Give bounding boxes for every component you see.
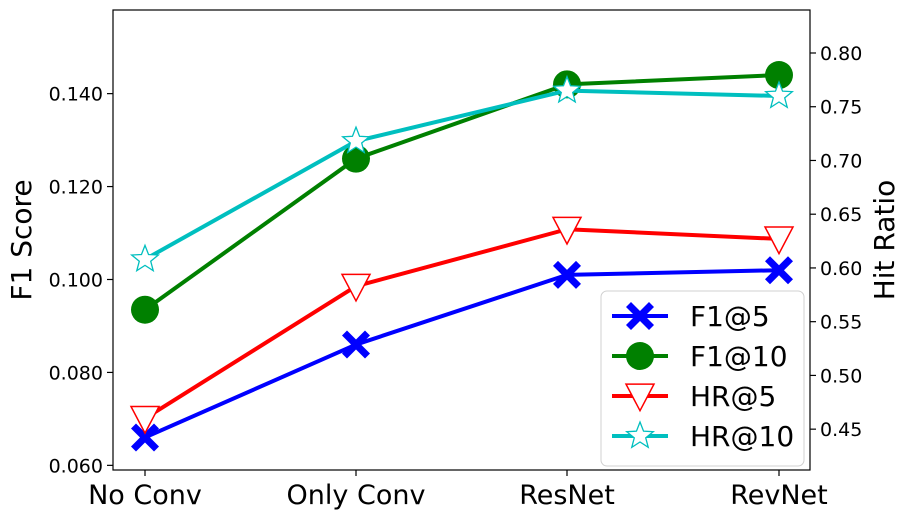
right-tick-label: 0.55 <box>820 312 862 334</box>
x-tick-label: ResNet <box>519 480 615 511</box>
right-tick-label: 0.60 <box>820 258 862 280</box>
left-tick-label: 0.140 <box>49 84 103 106</box>
triangle-down-marker <box>129 405 161 435</box>
triangle-down-marker <box>763 226 795 256</box>
x-marker <box>553 260 581 289</box>
star-marker <box>763 80 795 109</box>
series-HR@5 <box>129 216 795 435</box>
x-marker <box>131 423 159 452</box>
series-line <box>144 88 780 262</box>
right-tick-label: 0.65 <box>820 204 862 226</box>
legend-label: F1@10 <box>690 340 788 373</box>
star-marker <box>340 125 372 154</box>
legend-label: HR@10 <box>690 420 794 453</box>
left-axis-ticks: 0.060 0.080 0.100 0.120 0.140 <box>49 84 113 477</box>
x-axis-ticks: No Conv Only Conv ResNet RevNet <box>88 470 828 511</box>
series-line <box>144 268 780 440</box>
series-line <box>143 227 780 421</box>
right-tick-label: 0.45 <box>820 419 862 441</box>
axes-layer <box>112 9 811 471</box>
series-layer <box>129 61 795 452</box>
triangle-down-marker <box>340 273 372 303</box>
x-tick-label: No Conv <box>88 480 202 511</box>
series-F1@5 <box>131 256 793 452</box>
circle-marker <box>131 295 159 324</box>
series-HR@10 <box>129 74 795 273</box>
plot-frame <box>112 9 811 471</box>
series-line <box>143 73 780 312</box>
x-marker <box>626 302 654 330</box>
legend-entry: HR@5 <box>612 380 776 413</box>
left-axis-title: F1 Score <box>5 179 38 300</box>
legend: F1@5 F1@10 HR@5 HR@10 <box>600 290 805 467</box>
left-tick-label: 0.120 <box>49 177 103 199</box>
right-tick-label: 0.70 <box>820 150 862 172</box>
triangle-down-marker <box>551 216 583 246</box>
x-tick-label: RevNet <box>730 480 828 511</box>
circle-marker <box>765 61 793 90</box>
circle-marker <box>626 342 654 370</box>
star-marker <box>129 243 161 273</box>
left-tick-label: 0.100 <box>49 269 103 291</box>
legend-label: F1@5 <box>690 300 770 333</box>
star-marker <box>624 420 656 449</box>
x-marker <box>342 330 370 359</box>
legend-entry: F1@5 <box>612 300 770 333</box>
right-tick-label: 0.80 <box>820 43 862 65</box>
series-F1@10 <box>131 61 793 324</box>
legend-entry: HR@10 <box>612 420 794 453</box>
legend-entry: F1@10 <box>612 340 788 373</box>
right-axis-ticks: 0.45 0.50 0.55 0.60 0.65 0.70 0.75 0.80 <box>810 43 862 441</box>
x-tick-label: Only Conv <box>287 480 426 511</box>
right-axis-title: Hit Ratio <box>868 180 901 301</box>
star-marker <box>551 74 583 104</box>
legend-label: HR@5 <box>690 380 776 413</box>
left-tick-label: 0.080 <box>49 362 103 384</box>
right-tick-label: 0.75 <box>820 97 862 119</box>
right-tick-label: 0.50 <box>820 365 862 387</box>
left-tick-label: 0.060 <box>49 455 103 477</box>
x-marker <box>765 256 793 285</box>
legend-box <box>600 290 805 467</box>
triangle-down-marker <box>624 383 656 413</box>
